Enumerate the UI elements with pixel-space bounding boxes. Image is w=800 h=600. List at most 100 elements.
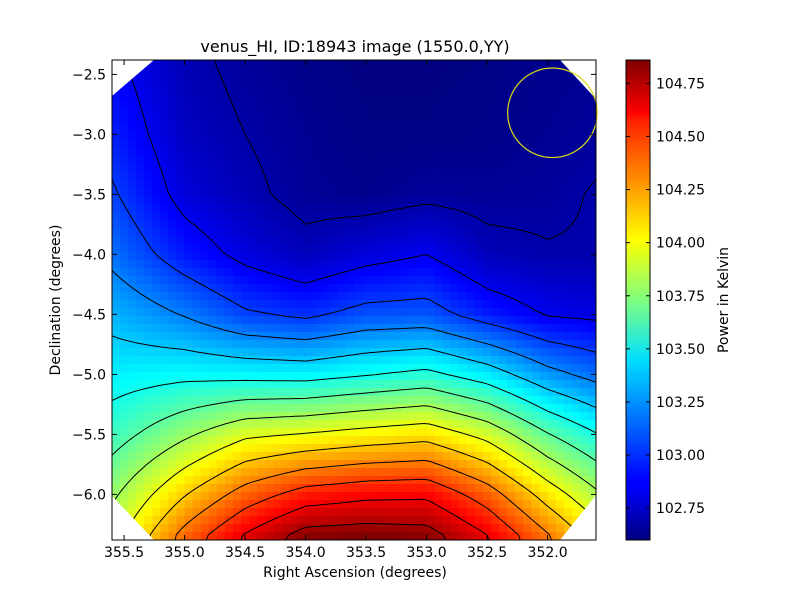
heatmap-cell [466,468,476,477]
heatmap-cell [394,268,403,277]
heatmap-cell [539,180,549,189]
heatmap-cell [329,268,339,277]
heatmap-cell [442,236,452,245]
heatmap-cell [184,524,194,533]
heatmap-cell [241,460,250,469]
heatmap-cell [547,452,557,461]
heatmap-cell [434,492,444,501]
heatmap-cell [305,164,315,173]
heatmap-cell [184,308,194,317]
heatmap-cell [168,468,178,477]
heatmap-cell [515,324,524,333]
heatmap-cell [547,420,557,429]
heatmap-cell [370,252,379,261]
heatmap-cell [555,404,565,413]
heatmap-cell [563,300,573,309]
heatmap-cell [466,260,476,269]
heatmap-cell [418,212,428,221]
heatmap-cell [224,420,234,429]
heatmap-cell [555,228,565,237]
heatmap-cell [313,468,323,477]
heatmap-cell [410,500,420,509]
heatmap-cell [450,124,460,133]
heatmap-cell [313,500,323,509]
heatmap-cell [345,484,355,493]
heatmap-cell [337,428,347,437]
heatmap-cell [192,332,202,341]
heatmap-cell [257,228,266,237]
heatmap-cell [418,372,428,381]
heatmap-cell [571,324,581,333]
heatmap-cell [112,228,121,237]
heatmap-cell [515,268,524,277]
heatmap-cell [289,444,299,453]
heatmap-cell [354,84,363,93]
heatmap-cell [265,380,274,389]
x-axis: 355.5 355.0 354.5 354.0 353.5 353.0 352.5 352.0 [104,60,568,561]
heatmap-cell [200,188,210,197]
heatmap-cell [555,356,565,365]
heatmap-cell [241,100,250,109]
heatmap-cell [402,476,412,485]
heatmap-cell [362,324,371,333]
heatmap-cell [539,364,549,373]
heatmap-cell [265,420,274,429]
heatmap-cell [144,140,153,149]
heatmap-cell [112,428,121,437]
heatmap-cell [224,340,234,349]
heatmap-cell [321,532,331,540]
heatmap-cell [587,308,596,317]
heatmap-cell [249,324,258,333]
heatmap-cell [321,516,331,525]
heatmap-cell [483,420,492,429]
heatmap-cell [329,60,339,69]
heatmap-cell [216,236,226,245]
heatmap-cell [362,164,371,173]
heatmap-cell [539,524,549,533]
heatmap-cell [144,412,153,421]
heatmap-cell [160,92,170,101]
heatmap-cell [434,444,444,453]
heatmap-cell [402,524,412,533]
heatmap-cell [176,532,186,540]
heatmap-cell [305,140,315,149]
heatmap-cell [128,484,137,493]
heatmap-cell [402,196,412,205]
heatmap-cell [491,516,500,525]
heatmap-cell [233,316,242,325]
heatmap-cell [329,508,339,517]
heatmap-cell [547,260,557,269]
heatmap-cell [345,124,355,133]
heatmap-cell [305,324,315,333]
heatmap-cell [249,260,258,269]
heatmap-cell [265,212,274,221]
heatmap-cell [555,492,565,501]
heatmap-cell [120,228,129,237]
heatmap-cell [370,340,379,349]
heatmap-cell [297,460,307,469]
heatmap-cell [523,348,533,357]
heatmap-cell [483,484,492,493]
heatmap-cell [475,244,484,253]
heatmap-cell [386,428,395,437]
heatmap-cell [265,124,274,133]
heatmap-cell [466,252,476,261]
heatmap-cell [539,508,549,517]
heatmap-cell [475,436,484,445]
heatmap-cell [321,124,331,133]
heatmap-cell [337,92,347,101]
heatmap-cell [410,164,420,173]
heatmap-cell [329,84,339,93]
heatmap-cell [402,500,412,509]
heatmap-cell [426,284,436,293]
heatmap-cell [539,164,549,173]
heatmap-cell [434,484,444,493]
heatmap-cell [184,492,194,501]
heatmap-cell [160,172,170,181]
heatmap-cell [442,132,452,141]
heatmap-cell [112,300,121,309]
heatmap-cell [136,268,145,277]
heatmap-cell [418,188,428,197]
heatmap-cell [587,348,596,357]
heatmap-cell [257,516,266,525]
